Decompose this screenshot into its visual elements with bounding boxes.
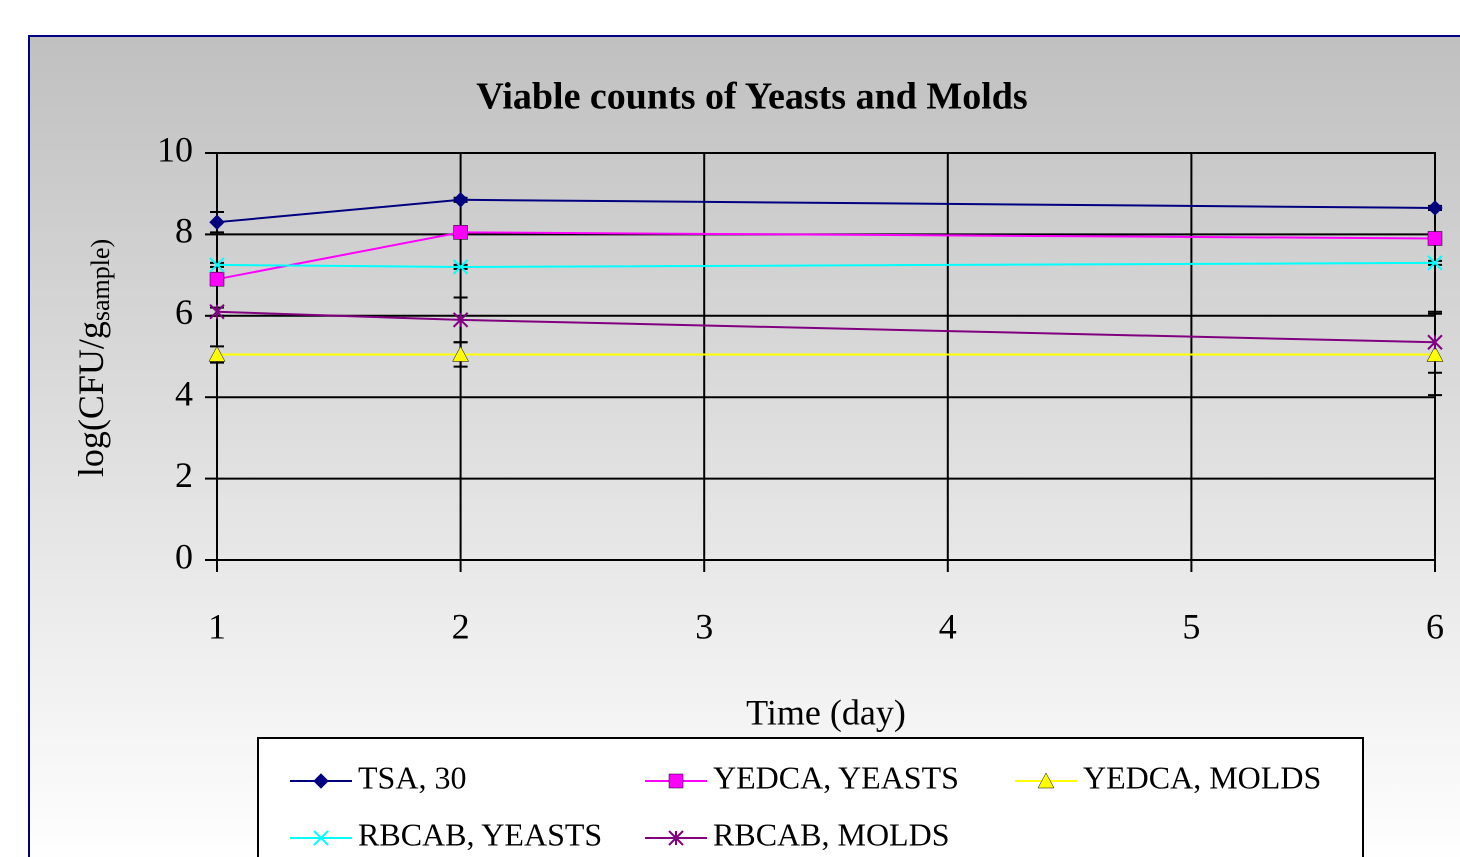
marker [209, 271, 225, 287]
y-tick-label: 8 [175, 211, 193, 251]
legend [257, 737, 1364, 857]
x-axis-label: Time (day) [746, 692, 906, 732]
marker [313, 773, 329, 789]
marker [452, 192, 469, 208]
marker [453, 225, 468, 240]
legend-label: YEDCA, YEASTS [713, 759, 959, 795]
legend-label: RBCAB, MOLDS [713, 816, 950, 852]
y-tick-label: 10 [157, 129, 193, 169]
chart-title: Viable counts of Yeasts and Molds [476, 76, 1027, 118]
marker [208, 345, 226, 362]
marker [313, 830, 329, 846]
legend-label: TSA, 30 [358, 759, 466, 795]
marker [452, 259, 469, 275]
x-tick-label: 2 [452, 606, 470, 646]
y-axis-label-main: log(CFU/g [71, 321, 111, 477]
x-tick-label: 3 [695, 606, 713, 646]
x-tick-label: 4 [939, 606, 957, 646]
y-tick-label: 2 [175, 455, 193, 495]
y-tick-label: 6 [175, 292, 193, 332]
marker [1427, 200, 1443, 216]
x-tick-label: 5 [1182, 606, 1200, 646]
marker [209, 214, 225, 230]
marker [209, 257, 225, 273]
y-axis-label-sub: sample) [86, 239, 115, 321]
marker [209, 304, 225, 320]
marker [1037, 772, 1055, 789]
marker [668, 773, 684, 789]
marker [1427, 334, 1443, 350]
y-axis-label: log(CFU/gsample) [71, 239, 115, 477]
marker [668, 830, 684, 846]
legend-label: RBCAB, YEASTS [358, 816, 602, 852]
x-tick-label: 6 [1426, 606, 1444, 646]
marker [452, 312, 469, 328]
marker [452, 345, 470, 362]
marker [1427, 255, 1443, 271]
y-tick-label: 4 [175, 373, 193, 413]
x-tick-label: 1 [208, 606, 226, 646]
marker [1426, 345, 1444, 362]
marker [1427, 231, 1443, 246]
chart-frame [28, 35, 1460, 857]
y-tick-label: 0 [175, 536, 193, 576]
legend-label: YEDCA, MOLDS [1083, 759, 1321, 795]
